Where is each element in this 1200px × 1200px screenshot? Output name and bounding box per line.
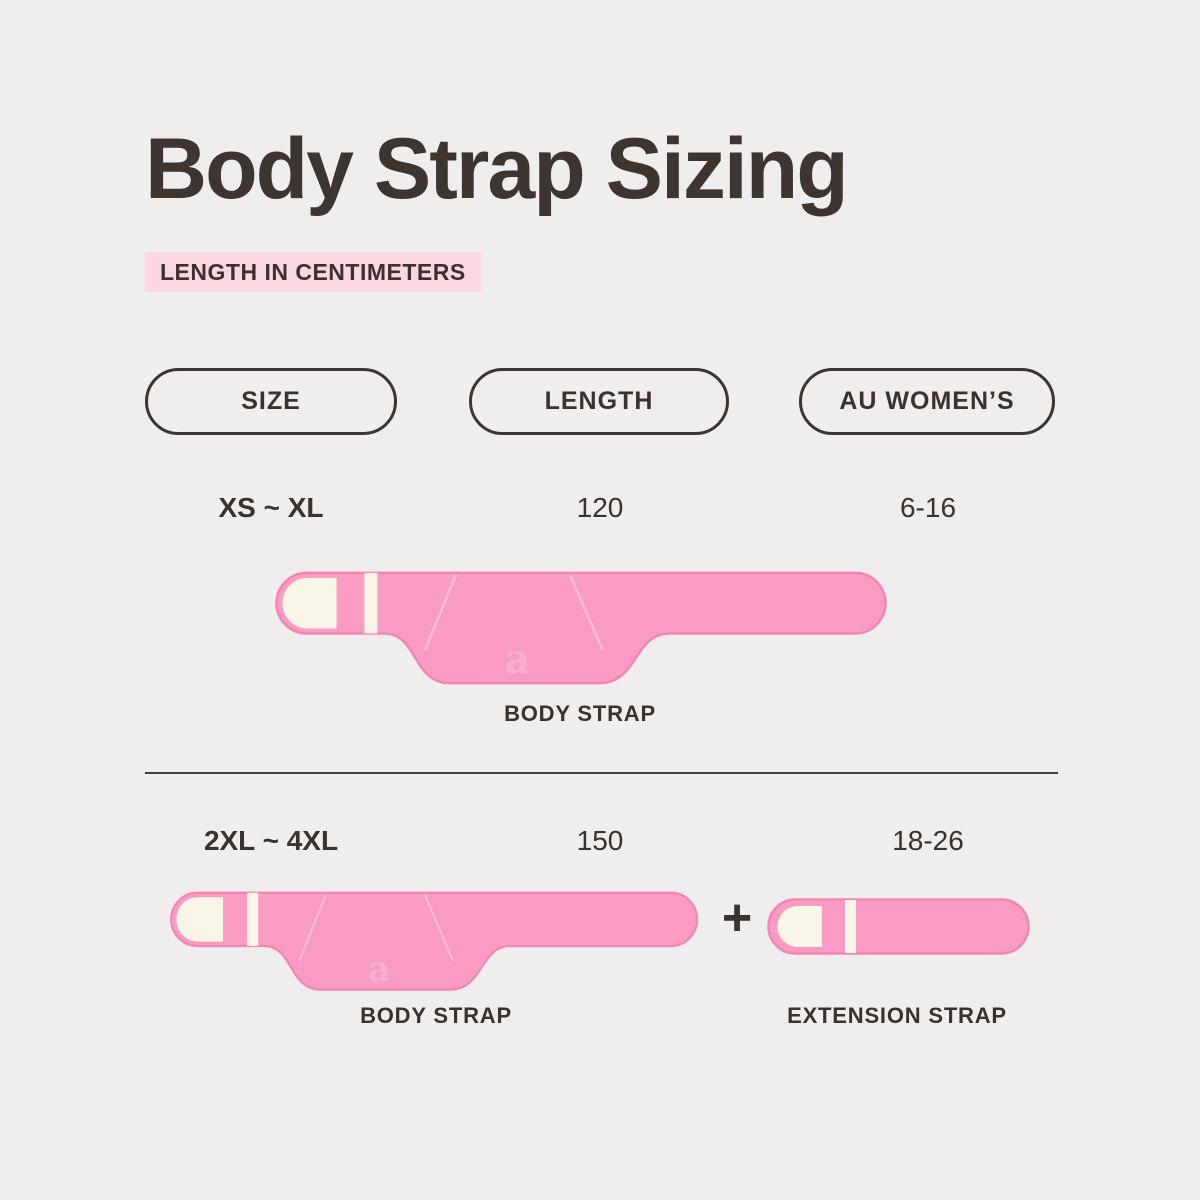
column-header-length: LENGTH [469, 368, 729, 435]
extension-strap-shape [767, 898, 1030, 955]
row1-au-womens-value: 6-16 [899, 492, 957, 523]
brand-logo-a: a [505, 637, 531, 683]
strap-cream-end-cap [777, 906, 822, 947]
page-title: Body Strap Sizing [145, 121, 849, 217]
body-strap-illustration-row1: a [275, 571, 887, 685]
extension-strap-illustration [767, 898, 1030, 955]
strap-white-stripe [845, 900, 856, 953]
strap-seam-left [298, 894, 328, 962]
row-divider [145, 772, 1058, 774]
column-header-au-womens-label: AU WOMEN’S [839, 387, 1015, 415]
row1-length-value: 120 [576, 492, 624, 523]
strap-white-stripe [364, 572, 378, 634]
unit-note-badge: LENGTH IN CENTIMETERS [145, 252, 481, 292]
plus-sign: + [721, 889, 753, 947]
row2-length-value: 150 [576, 825, 624, 856]
column-header-size: SIZE [145, 368, 397, 435]
strap-cream-end-cap [282, 577, 337, 629]
strap-seam-left [423, 574, 457, 651]
row2-extension-strap-label: EXTENSION STRAP [787, 1003, 1007, 1028]
strap-seam-right [423, 894, 455, 962]
body-strap-illustration-row2: a [170, 891, 699, 991]
strap-white-stripe [247, 892, 259, 946]
row1-body-strap-label: BODY STRAP [504, 701, 656, 726]
row1-size-value: XS ~ XL [218, 492, 324, 523]
column-header-au-womens: AU WOMEN’S [799, 368, 1055, 435]
strap-body-shape [275, 571, 887, 685]
strap-seam-right [568, 574, 605, 651]
strap-body-shape [170, 891, 699, 991]
row2-au-womens-value: 18-26 [892, 825, 964, 856]
column-header-length-label: LENGTH [544, 387, 654, 415]
row2-size-value: 2XL ~ 4XL [203, 825, 339, 856]
row2-body-strap-label: BODY STRAP [360, 1003, 512, 1028]
brand-logo-a: a [368, 949, 390, 990]
strap-cream-end-cap [176, 897, 224, 942]
column-header-size-label: SIZE [241, 387, 301, 415]
